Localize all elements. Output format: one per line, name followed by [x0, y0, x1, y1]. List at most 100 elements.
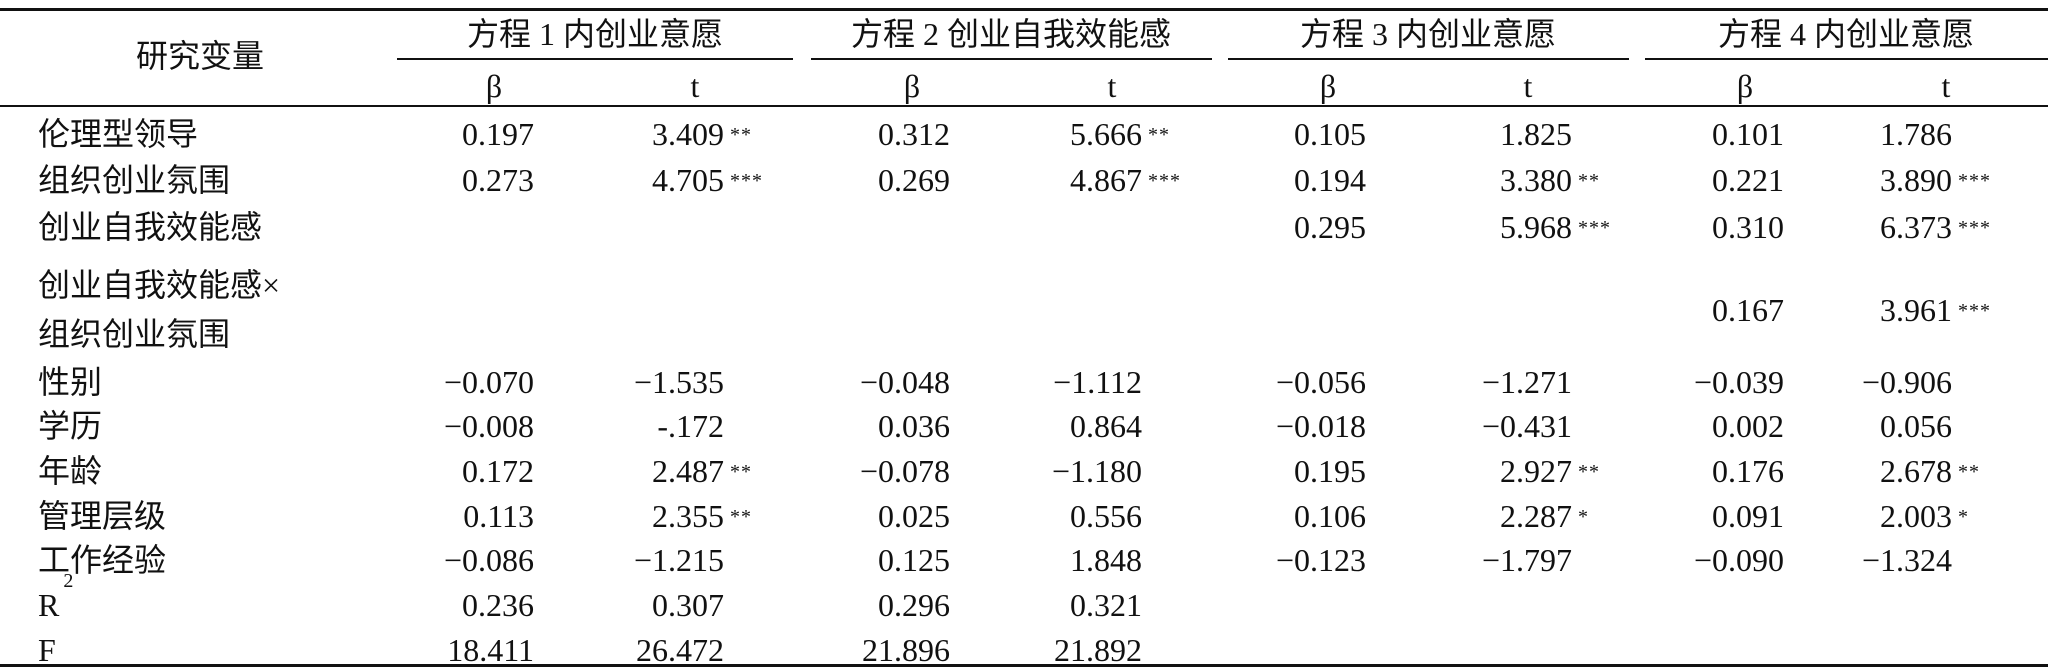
beta-value: −0.018 — [1275, 408, 1366, 444]
t-value: −1.180 — [1051, 453, 1142, 489]
beta-value: −0.086 — [443, 542, 534, 578]
table-header-rule — [0, 105, 2048, 107]
beta-value: 0.176 — [1712, 453, 1784, 489]
t-value: 5.968 *** — [1500, 209, 1611, 245]
table-top-rule — [0, 8, 2048, 11]
t-value: −1.271 — [1481, 364, 1572, 400]
beta-value: 0.195 — [1294, 453, 1366, 489]
t-value: −0.431 — [1481, 408, 1572, 444]
variable-column-header: 研究变量 — [135, 38, 265, 74]
t-value: 4.705 *** — [652, 162, 763, 198]
t-value: −1.215 — [633, 542, 724, 578]
group-2-underline — [811, 58, 1212, 60]
beta-value: 0.312 — [878, 116, 950, 152]
beta-value: 0.036 — [878, 408, 950, 444]
row-label: 管理层级 — [38, 498, 167, 534]
t-header: t — [1107, 68, 1117, 104]
beta-value: −0.048 — [859, 364, 950, 400]
beta-value: 0.295 — [1294, 209, 1366, 245]
group-3-underline — [1228, 58, 1629, 60]
row-label: 学历 — [38, 408, 103, 444]
beta-header: β — [485, 68, 503, 104]
row-label: 年龄 — [38, 453, 103, 489]
t-value: 2.678 ** — [1880, 453, 1980, 489]
t-value: −0.906 — [1861, 364, 1952, 400]
t-value: 3.380 ** — [1500, 162, 1600, 198]
beta-value: −0.039 — [1693, 364, 1784, 400]
beta-value: 0.172 — [462, 453, 534, 489]
beta-value: 0.236 — [462, 587, 534, 623]
beta-value: 21.896 — [862, 632, 950, 668]
t-value: −1.112 — [1053, 364, 1142, 400]
t-header: t — [1523, 68, 1533, 104]
group-2-header: 方程 2 创业自我效能感 — [850, 16, 1172, 52]
row-label: 性别 — [38, 364, 103, 400]
significance-stars: ** — [1958, 461, 1980, 483]
beta-value: 0.221 — [1712, 162, 1784, 198]
beta-value: 0.002 — [1712, 408, 1784, 444]
row-label: 伦理型领导 — [38, 116, 199, 152]
group-3-header: 方程 3 内创业意愿 — [1299, 16, 1557, 52]
t-value: 0.307 — [652, 587, 724, 623]
row-label: F — [38, 632, 56, 668]
group-4-header: 方程 4 内创业意愿 — [1717, 16, 1975, 52]
significance-stars: ** — [730, 506, 752, 528]
row-label: 组织创业氛围 — [38, 162, 231, 198]
beta-value: 0.125 — [878, 542, 950, 578]
beta-value: 0.167 — [1712, 292, 1784, 328]
row-label: 创业自我效能感 — [38, 209, 263, 245]
beta-value: 0.106 — [1294, 498, 1366, 534]
beta-header: β — [1319, 68, 1337, 104]
significance-stars: ** — [1578, 170, 1600, 192]
t-value: 26.472 — [636, 632, 724, 668]
beta-value: 0.025 — [878, 498, 950, 534]
beta-value: −0.056 — [1275, 364, 1366, 400]
significance-stars: ** — [1578, 461, 1600, 483]
group-1-underline — [397, 58, 793, 60]
t-value: 6.373 *** — [1880, 209, 1991, 245]
t-value: 4.867 *** — [1070, 162, 1181, 198]
table-bottom-rule — [0, 664, 2048, 667]
t-value: 0.321 — [1070, 587, 1142, 623]
t-value: 3.890 *** — [1880, 162, 1991, 198]
t-value: -.172 — [657, 408, 724, 444]
t-value: 0.056 — [1880, 408, 1952, 444]
significance-stars: * — [1958, 506, 1969, 528]
t-value: 2.003 * — [1880, 498, 1969, 534]
row-label-continued: 组织创业氛围 — [38, 316, 231, 352]
row-label: 创业自我效能感× — [38, 267, 281, 303]
t-value: 3.409 ** — [652, 116, 752, 152]
row-label: 工作经验 — [38, 542, 167, 578]
beta-value: 0.310 — [1712, 209, 1784, 245]
t-header: t — [690, 68, 700, 104]
superscript: 2 — [63, 570, 74, 592]
significance-stars: *** — [1958, 300, 1991, 322]
t-value: 1.786 — [1880, 116, 1952, 152]
t-value: 2.487 ** — [652, 453, 752, 489]
beta-value: 0.194 — [1294, 162, 1366, 198]
beta-header: β — [903, 68, 921, 104]
beta-value: 0.296 — [878, 587, 950, 623]
t-header: t — [1941, 68, 1951, 104]
significance-stars: *** — [1578, 217, 1611, 239]
significance-stars: ** — [730, 461, 752, 483]
group-1-header: 方程 1 内创业意愿 — [466, 16, 724, 52]
t-value: 1.848 — [1070, 542, 1142, 578]
beta-value: 0.269 — [878, 162, 950, 198]
beta-value: 0.105 — [1294, 116, 1366, 152]
significance-stars: *** — [1148, 170, 1181, 192]
t-value: 0.556 — [1070, 498, 1142, 534]
beta-value: −0.008 — [443, 408, 534, 444]
row-label: R2 — [38, 570, 74, 623]
beta-value: 0.197 — [462, 116, 534, 152]
beta-value: 18.411 — [447, 632, 534, 668]
t-value: −1.324 — [1861, 542, 1952, 578]
t-value: 2.287 * — [1500, 498, 1589, 534]
t-value: −1.797 — [1481, 542, 1572, 578]
t-value: 1.825 — [1500, 116, 1572, 152]
t-value: 2.927 ** — [1500, 453, 1600, 489]
beta-value: −0.070 — [443, 364, 534, 400]
beta-value: −0.078 — [859, 453, 950, 489]
significance-stars: * — [1578, 506, 1589, 528]
